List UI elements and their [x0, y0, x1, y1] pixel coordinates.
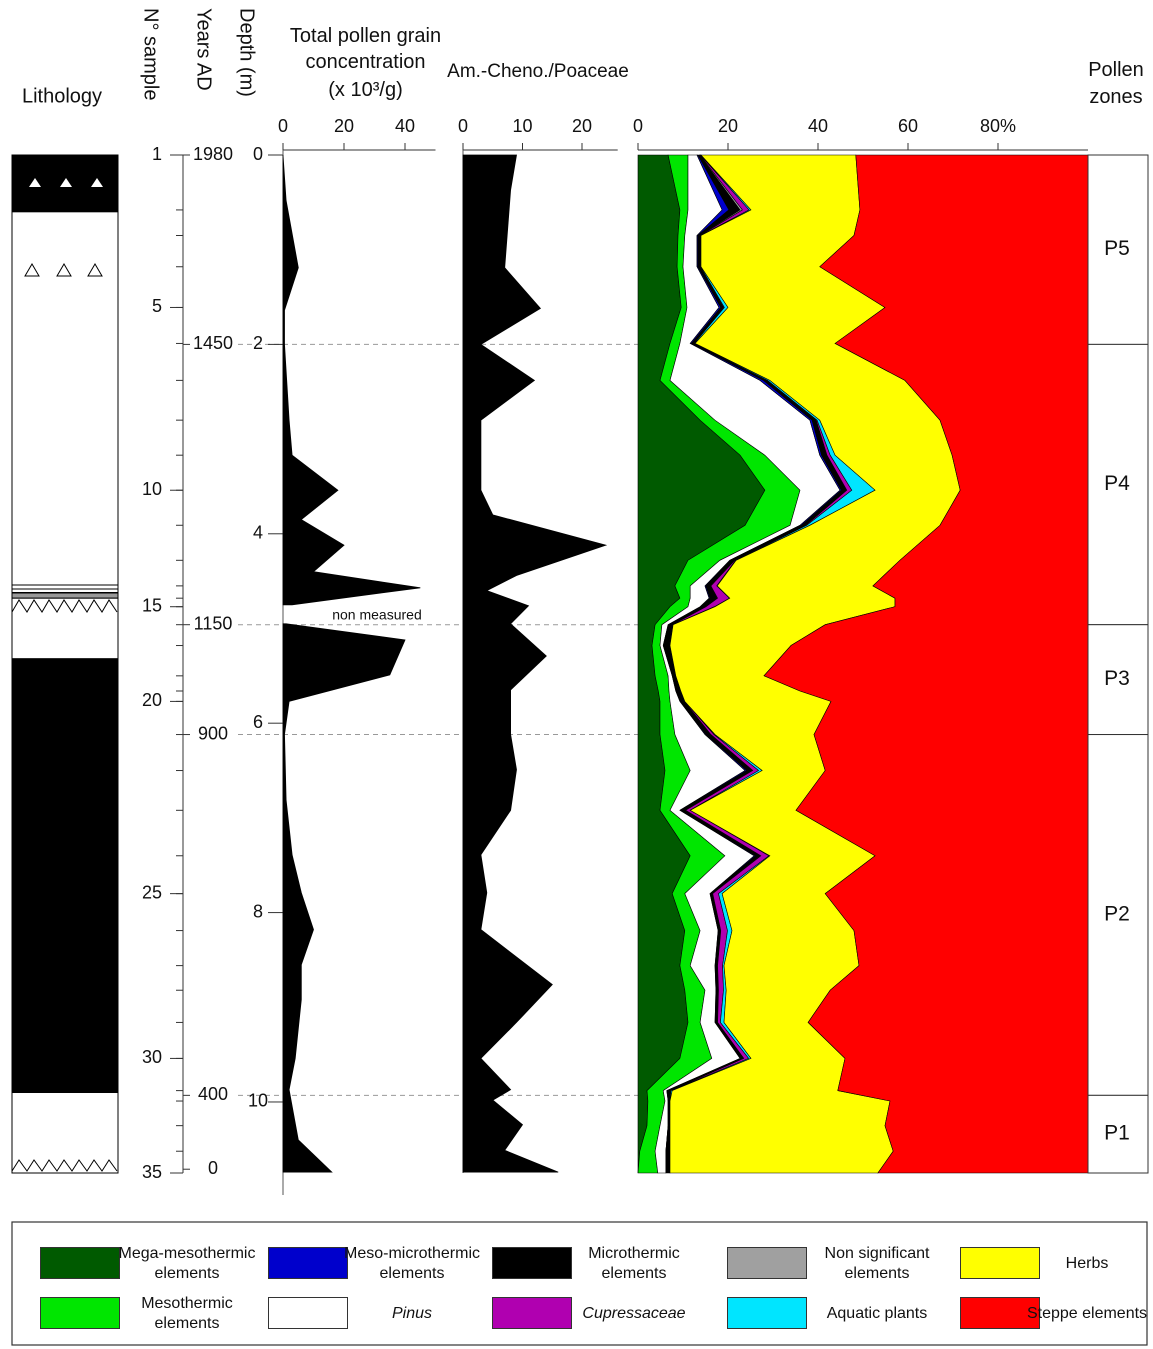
lithology-layer — [11, 597, 119, 660]
depth-tick-label: 6 — [253, 712, 263, 732]
lithology-layer — [11, 211, 119, 594]
legend-label: Mesothermic elements — [141, 1295, 233, 1332]
x-tick-label: 40 — [808, 116, 828, 136]
legend-swatch — [727, 1297, 807, 1329]
sample-tick-label: 5 — [152, 296, 162, 316]
legend-label: Cupressaceae — [582, 1305, 686, 1322]
legend-swatch — [268, 1247, 348, 1279]
years-axis-title: Years AD — [193, 8, 215, 91]
year-tick-label: 1450 — [193, 333, 233, 353]
legend-swatch — [268, 1297, 348, 1329]
depth-tick-label: 8 — [253, 901, 263, 921]
legend-swatch — [727, 1247, 807, 1279]
zone-label: P4 — [1104, 472, 1130, 495]
sample-tick-label: 15 — [142, 595, 162, 615]
zone — [1087, 734, 1149, 1096]
year-tick-label: 1150 — [194, 613, 233, 633]
zone — [1087, 154, 1149, 345]
legend-frame — [11, 1221, 1148, 1346]
legend-swatch — [960, 1297, 1040, 1329]
zone — [1087, 624, 1149, 736]
annotation: non measured — [332, 607, 422, 623]
x-tick-label: 0 — [633, 116, 643, 136]
x-tick-label: 20 — [334, 116, 354, 136]
zone-label: P2 — [1104, 902, 1130, 925]
legend-swatch — [492, 1247, 572, 1279]
pollen-title: Total pollen grain concentration — [289, 25, 442, 73]
x-tick-label: 10 — [512, 116, 532, 136]
sample-tick-label: 35 — [142, 1162, 162, 1182]
x-tick-label: 0 — [458, 116, 468, 136]
depth-tick-label: 4 — [253, 523, 263, 543]
lithology-layer — [11, 1092, 119, 1174]
x-tick-label: 0 — [278, 116, 288, 136]
zone-label: P1 — [1104, 1122, 1130, 1145]
legend-label: Herbs — [1065, 1255, 1109, 1272]
lithology-title: Lithology — [22, 85, 102, 107]
x-tick-label: 60 — [898, 116, 918, 136]
depth-axis-title: Depth (m) — [236, 8, 258, 97]
year-tick-label: 900 — [198, 723, 228, 743]
zones-title: Pollen zones — [1088, 59, 1144, 108]
x-tick-label: 40 — [395, 116, 415, 136]
profile-area — [282, 154, 421, 606]
profile-area — [462, 154, 608, 1173]
depth-tick-label: 10 — [248, 1091, 268, 1111]
sample-tick-label: 25 — [142, 882, 162, 902]
year-tick-label: 0 — [208, 1158, 218, 1178]
depth-tick-label: 0 — [253, 144, 263, 164]
legend-label: Steppe elements — [1026, 1305, 1148, 1322]
zone — [1087, 343, 1149, 626]
sample-axis-title: N° sample — [140, 8, 162, 100]
zone-label: P5 — [1104, 237, 1130, 260]
lithology-layer — [11, 658, 119, 1094]
x-tick-label: 80% — [980, 116, 1016, 136]
depth-tick-label: 2 — [253, 333, 263, 353]
year-tick-label: 1980 — [193, 144, 233, 164]
legend-label: Microthermic elements — [588, 1245, 680, 1282]
zone-label: P3 — [1104, 667, 1130, 690]
legend-label: Pinus — [391, 1305, 433, 1322]
legend-label: Meso-microthermic elements — [343, 1245, 480, 1282]
sample-tick-label: 10 — [142, 479, 162, 499]
profile-area — [282, 623, 406, 1173]
legend-label: Aquatic plants — [826, 1305, 928, 1322]
year-tick-label: 400 — [198, 1084, 228, 1104]
pollen-units: (x 10³/g) — [328, 79, 403, 101]
x-tick-label: 20 — [718, 116, 738, 136]
x-tick-label: 20 — [572, 116, 592, 136]
sample-tick-label: 30 — [142, 1047, 162, 1067]
lithology-symbols — [11, 178, 118, 1172]
legend-swatch — [40, 1297, 120, 1329]
sample-tick-label: 20 — [142, 690, 162, 710]
legend-swatch — [40, 1247, 120, 1279]
ratio-title: Am.-Cheno./Poaceae — [447, 61, 629, 82]
legend-label: Mega-mesothermic elements — [118, 1245, 256, 1282]
lithology-column — [11, 154, 119, 1174]
legend-label: Non significant elements — [824, 1245, 930, 1282]
zone — [1087, 1094, 1149, 1174]
legend-swatch — [492, 1297, 572, 1329]
sample-tick-label: 1 — [152, 144, 162, 164]
legend-swatch — [960, 1247, 1040, 1279]
